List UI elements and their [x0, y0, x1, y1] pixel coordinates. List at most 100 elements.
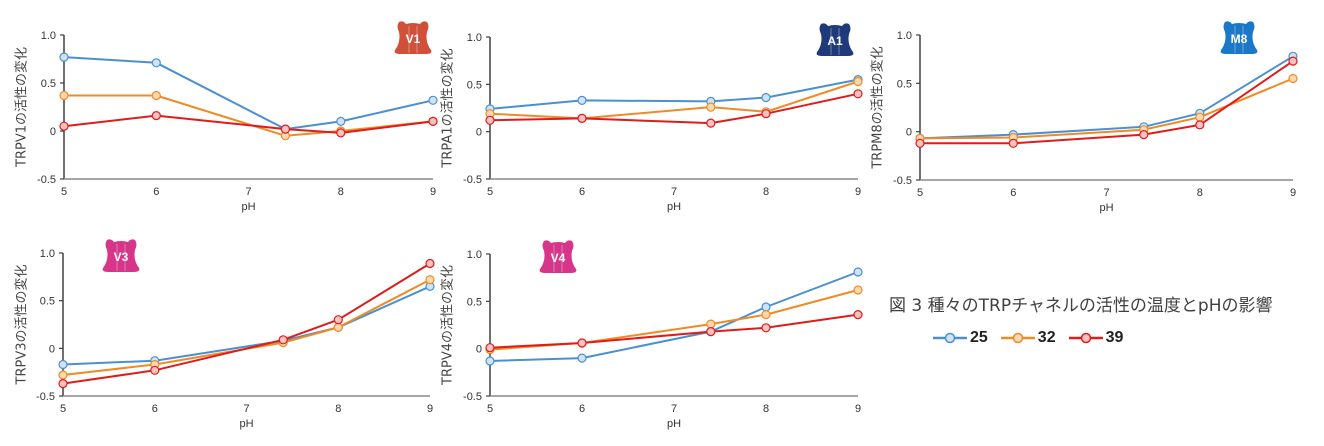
figure-caption: 図 3 種々のTRPチャネルの活性の温度とpHの影響: [889, 296, 1273, 316]
data-point: [485, 343, 495, 353]
series-39: [915, 56, 1298, 148]
x-axis-label: pH: [667, 418, 681, 430]
data-point: [1195, 112, 1205, 122]
y-tick-label: -0.5: [36, 391, 55, 403]
series-25: [485, 74, 863, 114]
channel-shading: [116, 244, 126, 271]
data-point: [278, 335, 288, 345]
x-tick-label: 5: [61, 186, 67, 198]
chart-a1: 1.0 0.5 0 -0.5 5 6 7 8 9 pH TRPA1の活性の変化 A1: [440, 23, 863, 213]
series-line-25: [919, 55, 1294, 140]
channel-shape: [394, 21, 432, 54]
data-point: [761, 109, 771, 119]
y-tick-label: 0: [476, 127, 482, 139]
y-tick-label: 1.0: [40, 248, 55, 260]
y-tick-label: -0.5: [463, 391, 482, 403]
legend-item-32: 32: [1000, 329, 1056, 347]
data-point: [706, 327, 716, 337]
x-tick-label: 5: [917, 187, 923, 199]
series-line-32: [489, 289, 859, 351]
data-point: [151, 58, 161, 68]
series-line-32: [489, 80, 859, 120]
x-tick-label: 9: [427, 403, 433, 415]
y-axis-label: TRPV4の活性の変化: [440, 265, 456, 386]
data-point: [761, 302, 771, 312]
series-39: [485, 310, 863, 353]
series-line-25: [63, 56, 434, 131]
series-line-39: [62, 262, 431, 385]
data-point: [428, 95, 438, 105]
data-point: [1195, 120, 1205, 130]
y-tick-label: -0.5: [37, 174, 56, 186]
chart-m8: 1.0 0.5 0 -0.5 5 6 7 8 9 pH TRPM8の活性の変化 M8: [870, 21, 1298, 214]
y-axis-label: TRPM8の活性の変化: [870, 46, 886, 169]
data-point: [915, 138, 925, 148]
data-point: [425, 275, 435, 285]
data-point: [333, 315, 343, 325]
y-tick-label: 1.0: [41, 30, 56, 42]
data-point: [761, 310, 771, 320]
x-tick-label: 7: [245, 186, 251, 198]
x-tick-label: 8: [335, 403, 341, 415]
channel-shading: [1234, 26, 1244, 53]
legend-label-25: 25: [970, 329, 988, 346]
data-point: [485, 115, 495, 125]
data-point: [577, 95, 587, 106]
series-25: [485, 267, 863, 366]
data-point: [425, 258, 435, 269]
data-point: [1008, 138, 1018, 148]
x-tick-label: 5: [487, 403, 493, 415]
legend-label-32: 32: [1037, 329, 1056, 346]
data-point: [761, 92, 771, 103]
data-point: [151, 110, 161, 121]
y-tick-label: 0: [50, 126, 56, 138]
chart-v1: 1.0 0.5 0 -0.5 5 6 7 8 9 pH TRPV1の活性の変化 V1: [14, 21, 438, 213]
channel-shading: [830, 28, 840, 55]
y-tick-label: 0: [906, 127, 912, 139]
x-tick-label: 5: [60, 403, 66, 415]
channel-shading: [408, 26, 418, 53]
x-tick-label: 7: [671, 403, 677, 415]
data-point: [58, 370, 68, 380]
data-point: [853, 267, 863, 277]
data-point: [336, 116, 346, 127]
y-tick-label: 1.0: [897, 30, 912, 42]
y-tick-label: 0.5: [40, 296, 55, 308]
x-tick-label: 6: [1010, 187, 1016, 199]
series-32: [485, 285, 863, 355]
data-point: [577, 338, 587, 348]
channel-shape: [1220, 21, 1258, 54]
legend-marker-32: [1000, 332, 1035, 344]
channel-label: V1: [406, 32, 421, 46]
data-point: [336, 128, 346, 138]
data-point: [151, 90, 161, 101]
y-tick-label: 0.5: [467, 296, 482, 308]
data-point: [706, 319, 716, 329]
series-39: [58, 258, 435, 389]
series-32: [58, 275, 435, 380]
channel-shape: [816, 23, 854, 56]
series-line-39: [63, 114, 434, 134]
x-tick-label: 9: [855, 403, 861, 415]
x-axis-label: pH: [239, 418, 253, 430]
channel-label: A1: [827, 34, 843, 48]
data-point: [428, 116, 438, 127]
channel-icon-m8: M8: [1220, 21, 1258, 54]
channel-icon-v3: V3: [102, 239, 140, 272]
channel-icon-v1: V1: [394, 21, 432, 54]
channel-icon-a1: A1: [816, 23, 854, 56]
data-point: [706, 102, 716, 112]
channel-icon-v4: V4: [539, 240, 577, 273]
y-tick-label: 0.5: [41, 78, 56, 90]
data-point: [59, 121, 69, 131]
data-point: [577, 353, 587, 363]
series-line-39: [489, 92, 859, 125]
series-line-25: [489, 271, 859, 362]
x-tick-label: 8: [763, 186, 769, 198]
data-point: [333, 322, 343, 332]
y-tick-label: 1.0: [467, 249, 482, 261]
series-line-39: [489, 313, 859, 349]
y-tick-label: 0.5: [467, 79, 482, 91]
legend: 25 32 39: [932, 329, 1123, 347]
